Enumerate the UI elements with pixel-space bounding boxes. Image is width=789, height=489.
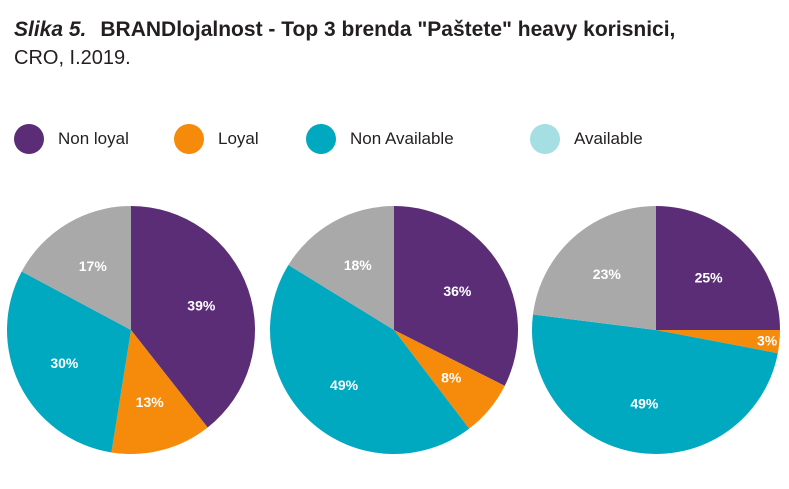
legend-label: Non loyal — [58, 129, 129, 148]
slice-value-label: 49% — [330, 377, 359, 393]
pie-slice-available — [21, 206, 131, 330]
legend: Non loyal Loyal Non Available Available — [0, 122, 789, 156]
slice-value-label: 18% — [344, 257, 373, 273]
legend-swatch — [530, 124, 560, 154]
slice-value-label: 23% — [593, 266, 622, 282]
pie-chart-3: 25% 3% 49% 23% — [532, 206, 780, 454]
slice-value-label: 17% — [79, 258, 108, 274]
title-main: BRANDlojalnost - Top 3 brenda "Paštete" … — [100, 18, 676, 41]
slice-value-label: 30% — [50, 355, 79, 371]
legend-swatch — [174, 124, 204, 154]
pie-slice-non-available — [532, 314, 778, 454]
pie-slice-available — [288, 206, 394, 330]
pie-slice-non-loyal — [656, 206, 780, 330]
legend-item-loyal: Loyal — [174, 122, 259, 156]
title-subtitle: CRO, I.2019. — [14, 47, 131, 69]
legend-label: Available — [574, 129, 643, 148]
pie-slice-non-available — [270, 264, 470, 454]
slice-value-label: 13% — [136, 394, 165, 410]
slice-value-label: 25% — [695, 269, 724, 285]
pie-slice-loyal — [111, 330, 208, 454]
pie-slice-non-loyal — [131, 206, 255, 428]
pie-slice-available — [532, 206, 656, 330]
pie-slice-non-available — [6, 271, 132, 453]
legend-item-available: Available — [530, 122, 643, 156]
figure-number: Slika 5. — [14, 18, 87, 41]
pie-chart-1: 39% 13% 30% 17% — [6, 206, 255, 454]
legend-swatch — [14, 124, 44, 154]
slice-value-label: 8% — [441, 370, 462, 386]
legend-item-non-available: Non Available — [306, 122, 454, 156]
slice-value-label: 36% — [443, 283, 472, 299]
legend-swatch — [306, 124, 336, 154]
pie-slice-non-loyal — [394, 206, 518, 386]
legend-label: Non Available — [350, 129, 454, 148]
pie-slice-loyal — [394, 330, 505, 429]
pie-chart-2: 36% 8% 49% 18% — [270, 206, 518, 454]
legend-label: Loyal — [218, 129, 259, 148]
slice-value-label: 3% — [757, 333, 778, 349]
pie-slice-loyal — [656, 330, 780, 354]
slice-value-label: 49% — [630, 395, 659, 411]
slice-value-label: 39% — [187, 298, 216, 314]
chart-title: Slika 5. BRANDlojalnost - Top 3 brenda "P… — [14, 16, 784, 72]
legend-item-non-loyal: Non loyal — [14, 122, 129, 156]
